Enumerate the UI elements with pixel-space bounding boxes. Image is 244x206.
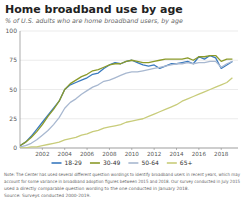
series-line: [20, 61, 232, 146]
legend: 18-29 30-49 50-64 65+: [52, 159, 193, 166]
grid-line: [20, 148, 238, 149]
x-tick: [131, 148, 132, 150]
x-tick: [87, 148, 88, 150]
x-tick: [221, 148, 222, 150]
grid-line: [20, 31, 238, 32]
series-line: [20, 78, 232, 148]
y-tick-label: 50: [9, 86, 17, 93]
x-tick: [154, 148, 155, 150]
x-tick: [64, 148, 65, 150]
legend-swatch: [52, 162, 62, 164]
legend-swatch: [128, 162, 138, 164]
y-tick-label: 100: [6, 27, 18, 34]
y-tick-label: 25: [9, 115, 17, 122]
x-tick-label: 2016: [192, 151, 207, 157]
legend-swatch: [167, 162, 177, 164]
legend-label: 30-49: [103, 159, 121, 166]
note: used a directly comparable question word…: [4, 186, 189, 191]
y-tick-label: 0: [13, 144, 17, 151]
series-line: [20, 56, 232, 146]
x-tick-label: 2008: [102, 151, 117, 157]
x-tick-label: 2014: [169, 151, 184, 157]
x-tick: [42, 148, 43, 150]
legend-label: 65+: [180, 159, 193, 166]
legend-swatch: [90, 162, 100, 164]
legend-label: 50-64: [141, 159, 159, 166]
x-tick-label: 2012: [147, 151, 161, 157]
x-tick: [176, 148, 177, 150]
y-tick-label: 75: [9, 56, 17, 63]
x-tick-label: 2018: [214, 151, 229, 157]
x-tick: [109, 148, 110, 150]
x-tick-label: 2004: [58, 151, 73, 157]
x-tick-label: 2006: [80, 151, 95, 157]
legend-label: 18-29: [65, 159, 83, 166]
subtitle: % of U.S. adults who are home broadband …: [5, 17, 183, 25]
y-axis-line: [20, 31, 21, 148]
page: {"chart_data": { "type": "line", "title"…: [0, 0, 244, 206]
grid-line: [20, 89, 238, 90]
x-tick-label: 2002: [35, 151, 49, 157]
grid-line: [20, 118, 238, 119]
axes: 0 25 50 75 100 2002 2004 2006 2008 2010 2012 2014 20…: [6, 27, 238, 157]
series-line: [20, 56, 232, 146]
chart: Home broadband use by age% of U.S. adult…: [0, 0, 244, 206]
note: account for some variance in broadband a…: [4, 179, 240, 184]
lines: [20, 56, 232, 148]
x-tick: [198, 148, 199, 150]
note: Note: The Center has used several differ…: [4, 172, 240, 177]
x-axis-line: [20, 148, 238, 149]
notes: Note: The Center has used several differ…: [4, 172, 240, 198]
title: Home broadband use by age: [5, 3, 183, 16]
x-tick-label: 2010: [125, 151, 140, 157]
note: Source: Surveys conducted 2000-2019.: [4, 193, 91, 198]
